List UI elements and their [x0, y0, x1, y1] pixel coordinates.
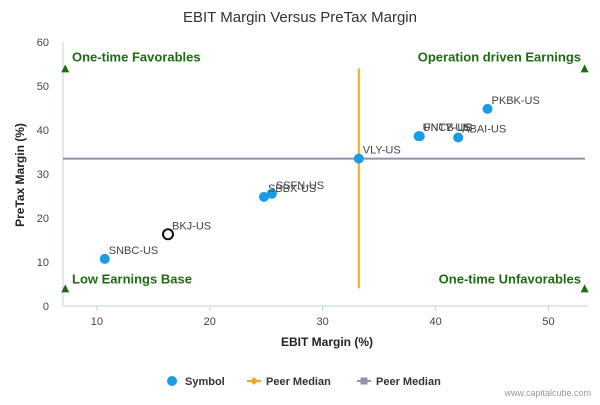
- data-point-label: ABAI-US: [462, 123, 506, 135]
- data-point-label: VLY-US: [363, 145, 401, 157]
- quadrant-label-top-right: Operation driven Earnings: [418, 49, 581, 64]
- y-tick-label: 60: [37, 37, 49, 49]
- y-tick-label: 20: [37, 213, 49, 225]
- quadrant-marker-icon: [580, 64, 589, 73]
- plot-area: 10 20 30 40 50 0 10 20 30 40 50 60 One-time Favorabl…: [37, 37, 589, 328]
- data-point[interactable]: [258, 191, 269, 202]
- legend-square-icon: [360, 377, 368, 385]
- data-point-label: BKJ-US: [172, 220, 211, 232]
- y-tick-label: 0: [43, 301, 49, 313]
- data-point[interactable]: [453, 132, 464, 143]
- legend-item[interactable]: Peer Median: [357, 376, 441, 388]
- data-point[interactable]: [414, 131, 425, 142]
- y-axis-label: PreTax Margin (%): [13, 123, 27, 227]
- data-point[interactable]: [353, 153, 364, 164]
- legend-symbol-circle-icon: [167, 376, 177, 386]
- legend-label: Symbol: [185, 376, 225, 388]
- legend-diamond-icon: [250, 377, 258, 385]
- x-tick-label: 30: [317, 316, 329, 328]
- x-tick-label: 20: [204, 316, 216, 328]
- legend-item[interactable]: Peer Median: [247, 376, 331, 388]
- y-tick-label: 40: [37, 125, 49, 137]
- data-point-label: FNCB-US: [424, 122, 473, 134]
- data-point-label: PKBK-US: [492, 95, 540, 107]
- quadrant-marker-icon: [61, 64, 70, 73]
- credit-text: www.capitalcube.com: [503, 388, 591, 398]
- data-point-label: SBBX-US: [268, 183, 316, 195]
- data-point-label: SSFN-US: [276, 180, 324, 192]
- legend-label: Peer Median: [266, 376, 331, 388]
- quadrant-marker-icon: [580, 284, 589, 293]
- quadrant-label-bottom-right: One-time Unfavorables: [439, 272, 581, 287]
- data-point-label: SNBC-US: [109, 245, 159, 257]
- quadrant-label-top-left: One-time Favorables: [72, 49, 201, 64]
- data-point[interactable]: [99, 253, 110, 264]
- chart-title: EBIT Margin Versus PreTax Margin: [183, 9, 417, 26]
- x-axis-label: EBIT Margin (%): [281, 335, 373, 349]
- y-tick-label: 50: [37, 81, 49, 93]
- legend-item[interactable]: Symbol: [167, 376, 225, 388]
- y-tick-label: 10: [37, 257, 49, 269]
- x-tick-label: 40: [429, 316, 441, 328]
- data-point-label: UNTY-US: [423, 122, 471, 134]
- legend-label: Peer Median: [376, 376, 441, 388]
- quadrant-label-bottom-left: Low Earnings Base: [72, 272, 192, 287]
- x-tick-label: 50: [542, 316, 554, 328]
- quadrant-marker-icon: [61, 284, 70, 293]
- x-tick-label: 10: [91, 316, 103, 328]
- legend[interactable]: Symbol Peer Median Peer Median: [167, 376, 441, 388]
- data-point-highlighted[interactable]: [162, 228, 174, 241]
- data-point[interactable]: [482, 103, 493, 114]
- y-tick-label: 30: [37, 169, 49, 181]
- data-point[interactable]: [266, 188, 277, 199]
